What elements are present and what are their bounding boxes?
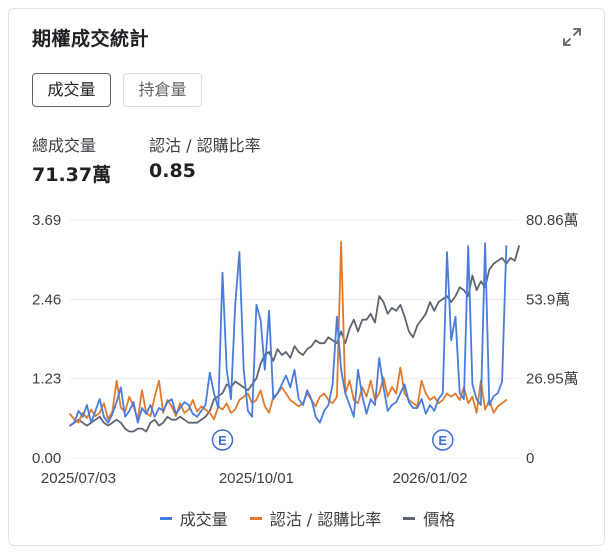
legend-label-volume: 成交量 [179,510,228,529]
put-call-ratio-value: 0.85 [149,160,196,182]
earnings-marker [432,429,454,451]
right-axis-tick-label: 80.86萬 [526,212,579,229]
series-line-1 [69,240,508,424]
series-line-0 [69,242,508,427]
left-axis-tick-label: 2.46 [32,291,61,308]
x-axis-tick-label: 2025/10/01 [219,470,294,487]
tab-open-interest[interactable]: 持倉量 [123,73,202,107]
put-call-ratio-label: 認沽 / 認購比率 [149,136,261,155]
option-volume-chart: 3.69 80.86萬 2.46 53.9萬 1.23 26.95萬 0.00 0 2025/0… [32,212,579,487]
left-axis-tick-label: 3.69 [32,212,61,229]
earnings-marker [211,429,234,451]
chart-legend: 成交量 認沽 / 認購比率 價格 [0,506,615,530]
earnings-marker-label: E [438,433,447,448]
tab-volume[interactable]: 成交量 [32,73,111,107]
expand-icon[interactable] [561,26,583,48]
legend-swatch-ratio [249,516,262,520]
legend-item-ratio[interactable]: 認沽 / 認購比率 [249,506,382,530]
series-line-2 [69,245,520,433]
legend-swatch-volume [159,516,172,520]
legend-item-volume[interactable]: 成交量 [159,506,228,530]
card-title: 期權成交統計 [32,28,150,50]
total-volume-label: 總成交量 [32,136,97,155]
right-axis-tick-label: 53.9萬 [526,291,570,308]
x-axis-tick-label: 2025/07/03 [41,470,116,487]
right-axis-tick-label: 26.95萬 [526,371,579,388]
legend-swatch-price [403,516,416,520]
earnings-marker-label: E [218,433,227,448]
left-axis-tick-label: 0.00 [32,450,61,467]
legend-label-price: 價格 [423,510,456,529]
legend-item-price[interactable]: 價格 [403,506,455,530]
total-volume-value: 71.37萬 [32,164,112,186]
legend-label-ratio: 認沽 / 認購比率 [269,510,382,529]
x-axis-tick-label: 2026/01/02 [393,470,468,487]
right-axis-tick-label: 0 [526,450,534,467]
left-axis-tick-label: 1.23 [32,371,61,388]
